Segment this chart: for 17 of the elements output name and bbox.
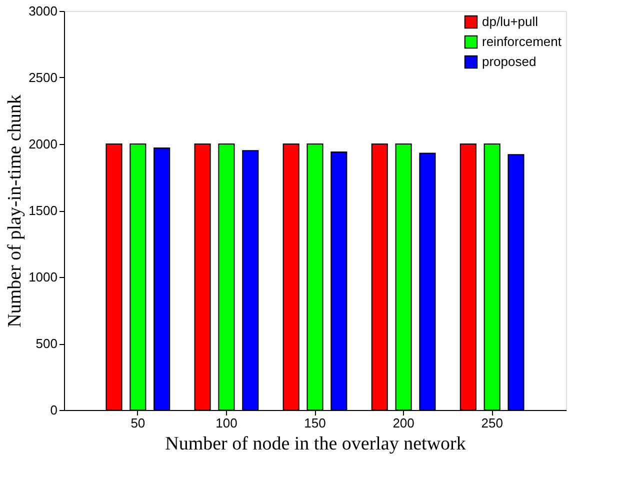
legend-label: reinforcement [482, 34, 562, 49]
y-tick-label: 3000 [28, 4, 58, 18]
legend-label: dp/lu+pull [482, 14, 538, 29]
y-tick-label: 0 [50, 402, 58, 418]
x-tick-label: 200 [392, 416, 414, 430]
y-tick-label: 500 [36, 336, 58, 351]
y-tick-label: 1500 [28, 203, 58, 218]
y-tick-label: 2000 [28, 136, 58, 152]
legend-label: proposed [482, 54, 536, 69]
y-tick-label: 1000 [28, 270, 58, 284]
x-tick-label: 250 [481, 416, 503, 430]
x-tick-label: 100 [216, 416, 238, 430]
x-tick-label: 150 [304, 416, 326, 430]
y-tick-label: 2500 [28, 70, 58, 85]
x-tick-label: 50 [130, 416, 146, 430]
y-axis-title: Number of play-in-time chunk [4, 94, 26, 328]
x-axis-title: Number of node in the overlay network [165, 434, 466, 454]
